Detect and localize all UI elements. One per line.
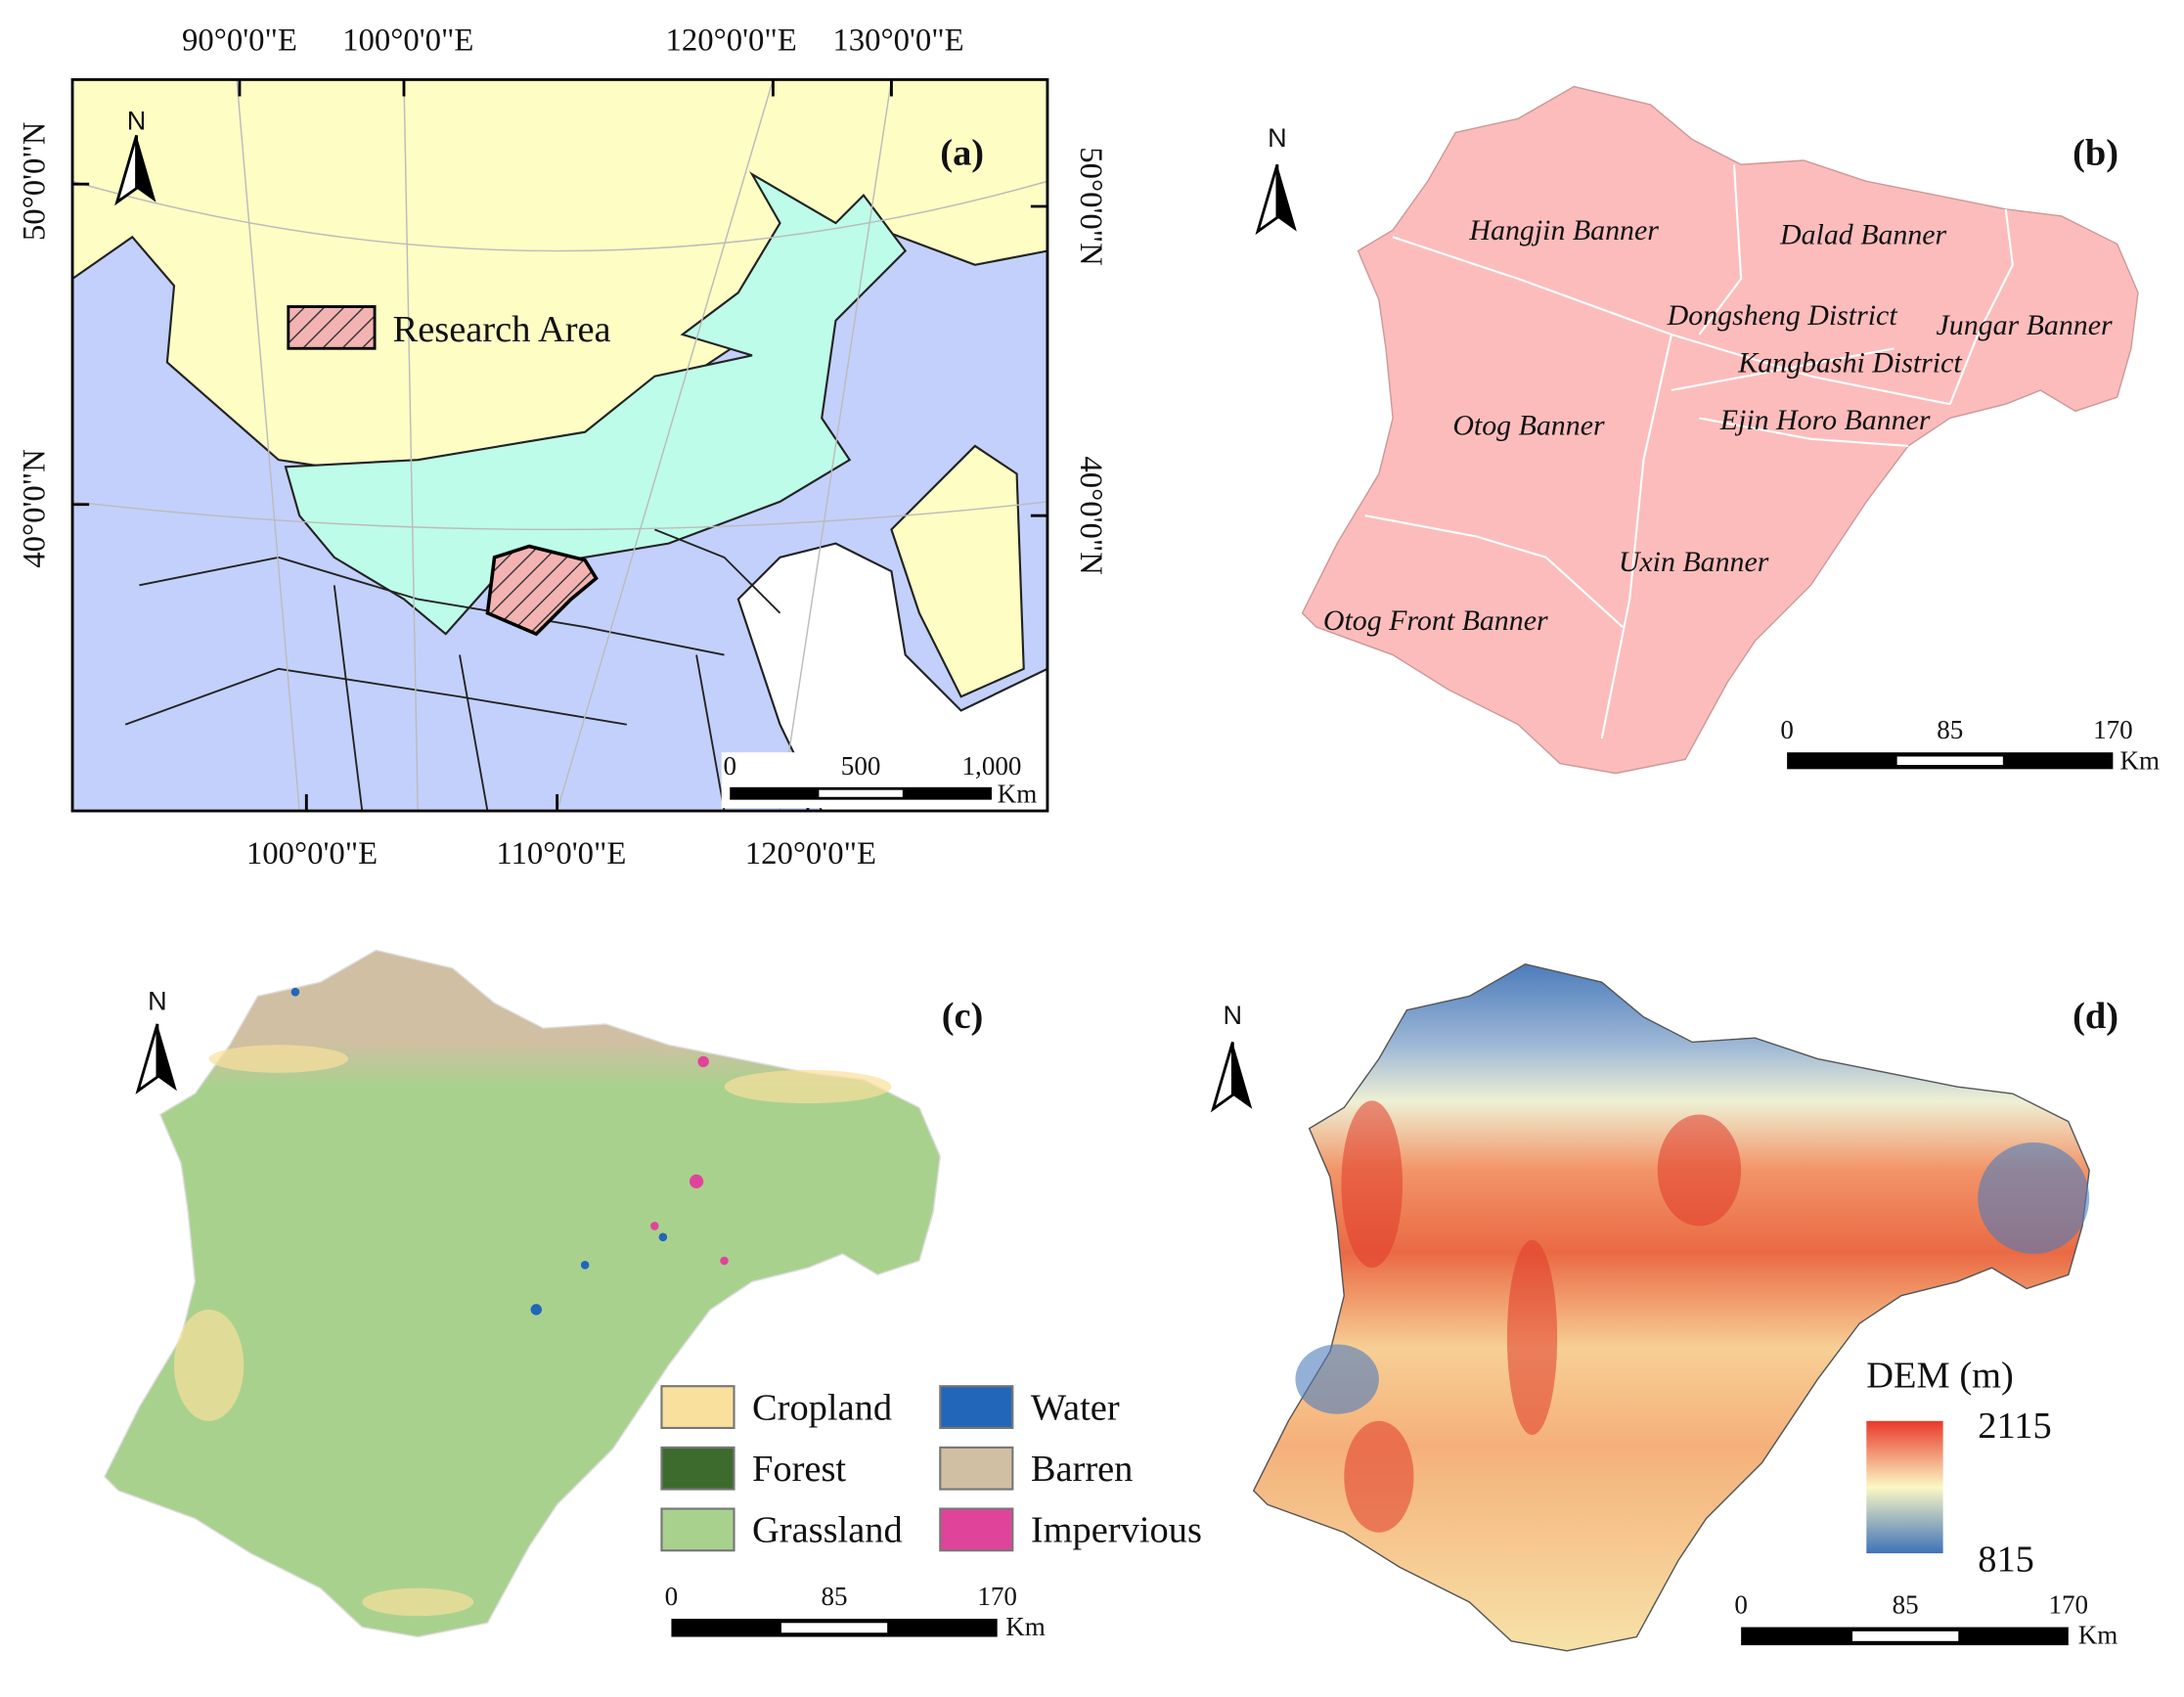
scale-tick: 500 (841, 751, 881, 781)
scale-tick: 0 (665, 1582, 679, 1611)
scale-unit: Km (998, 780, 1038, 809)
graticule (72, 79, 1047, 812)
district-label: Hangjin Banner (1468, 214, 1659, 246)
korea (890, 444, 1025, 698)
scale-bar (819, 789, 903, 797)
legend-swatch (660, 1507, 735, 1552)
legend-label: Water (1031, 1387, 1120, 1428)
water-patches (290, 987, 668, 1316)
legend-label: Research Area (393, 309, 611, 350)
low-elevation (1295, 1141, 2090, 1414)
scale-unit: Km (1005, 1612, 1046, 1641)
panel-label: (c) (942, 996, 984, 1037)
scale-tick: 1,000 (962, 751, 1022, 781)
cropland-patches (174, 1045, 892, 1617)
north-label: N (1268, 123, 1287, 153)
panel-label: (b) (2073, 132, 2118, 173)
legend-label: Forest (752, 1449, 846, 1490)
district-label: Otog Front Banner (1323, 604, 1548, 637)
north-label: N (127, 107, 147, 136)
lat-label: 50°0'0"N (18, 122, 53, 242)
panel-d: (d) N DEM (m) 2115 815 0 85 170 Km (1211, 962, 2118, 1652)
research-area (485, 544, 599, 637)
province-borders (124, 528, 781, 812)
legend-label: Impervious (1031, 1510, 1202, 1551)
color-min: 815 (1978, 1540, 2034, 1581)
scale-bar (1852, 1630, 1959, 1641)
lon-label: 90°0'0"E (182, 22, 297, 58)
district-label: Dalad Banner (1779, 218, 1947, 250)
dem-map (1252, 962, 2090, 1652)
north-arrow (136, 1022, 179, 1093)
lon-label: 120°0'0"E (666, 22, 797, 58)
scale-tick: 85 (1893, 1589, 1919, 1619)
district-label: Ejin Horo Banner (1719, 404, 1931, 436)
high-elevation (1341, 1100, 1742, 1533)
district-label: Kangbashi District (1737, 346, 1962, 379)
district-label: Otog Banner (1452, 410, 1605, 442)
scale-tick: 0 (723, 751, 736, 781)
scale-tick: 85 (822, 1582, 848, 1611)
panel-b: (b) N Hangjin Banner Dalad Banner Dongsh… (1256, 85, 2160, 775)
landcover-legend: Cropland Water Forest Barren Grassland Imperv… (660, 1385, 1202, 1552)
legend-swatch (287, 305, 377, 350)
lon-label: 130°0'0"E (832, 22, 963, 58)
district-label: Jungar Banner (1937, 309, 2114, 341)
scale-tick: 85 (1937, 715, 1963, 744)
frame (70, 77, 1049, 813)
legend-label: Grassland (752, 1510, 903, 1551)
scale-tick: 0 (1780, 715, 1794, 744)
impervious-patches (650, 1055, 729, 1266)
scale-tick: 170 (977, 1582, 1017, 1611)
overview-map (72, 79, 1047, 812)
legend-swatch (939, 1446, 1014, 1491)
scale-tick: 170 (2093, 715, 2133, 744)
lon-label: 100°0'0"E (342, 22, 473, 58)
scale-bar (1896, 756, 2003, 766)
north-arrow (1256, 162, 1299, 234)
district-label: Uxin Banner (1619, 546, 1769, 578)
color-bar (1866, 1420, 1943, 1554)
panel-label: (a) (940, 132, 984, 173)
lon-label: 100°0'0"E (246, 836, 378, 871)
lon-label: 120°0'0"E (745, 836, 876, 871)
scale-bar (780, 1623, 888, 1633)
lat-label: 40°0'0"N (1073, 456, 1108, 575)
lat-label: 50°0'0"N (1073, 147, 1108, 266)
panel-a: 90°0'0"E 100°0'0"E 120°0'0"E 130°0'0"E 1… (18, 22, 1109, 871)
scale-tick: 0 (1734, 1589, 1748, 1619)
legend-swatch (660, 1385, 735, 1429)
panel-label: (d) (2073, 996, 2118, 1037)
lon-label: 110°0'0"E (496, 836, 626, 871)
scale-tick: 170 (2049, 1589, 2089, 1619)
color-max: 2115 (1978, 1406, 2051, 1447)
north-arrow (1211, 1041, 1254, 1111)
legend-title: DEM (m) (1866, 1356, 2014, 1397)
legend-swatch (939, 1507, 1014, 1552)
district-borders (1364, 164, 2014, 739)
scale-unit: Km (2119, 745, 2160, 775)
legend-label: Cropland (752, 1387, 892, 1428)
inner-mongolia (284, 171, 908, 636)
legend-label: Barren (1031, 1449, 1134, 1490)
district-label: Dongsheng District (1667, 299, 1898, 332)
scale-unit: Km (2078, 1621, 2118, 1650)
north-label: N (148, 987, 167, 1016)
lat-label: 40°0'0"N (18, 449, 53, 568)
north-label: N (1224, 1001, 1243, 1030)
legend-swatch (939, 1385, 1014, 1429)
panel-c: (c) N Cropland Water Forest Barren Grassland… (104, 949, 1202, 1641)
legend-swatch (660, 1446, 735, 1491)
